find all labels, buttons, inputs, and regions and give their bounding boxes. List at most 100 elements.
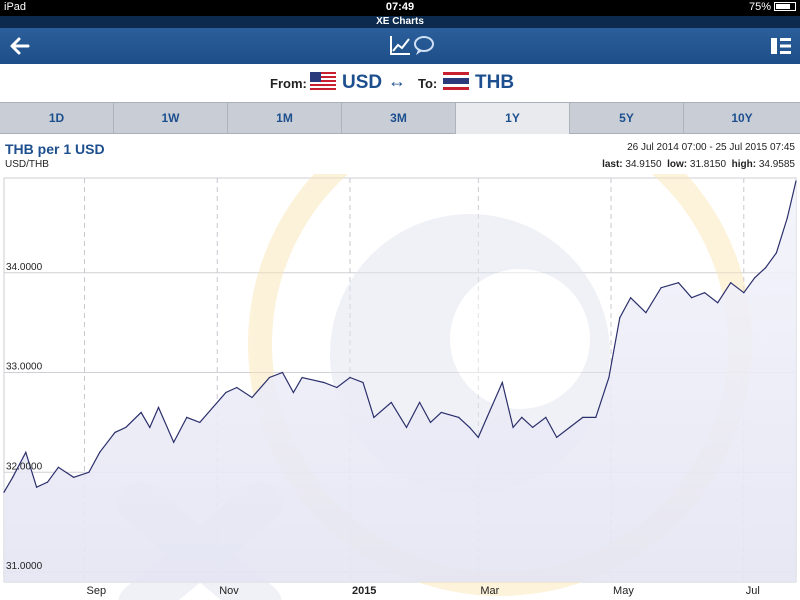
tab-1m[interactable]: 1M bbox=[228, 103, 342, 134]
tab-5y[interactable]: 5Y bbox=[570, 103, 684, 134]
data-point bbox=[486, 416, 488, 419]
from-currency[interactable]: USD bbox=[342, 72, 383, 93]
data-point bbox=[36, 486, 38, 488]
y-tick-label: 32.0000 bbox=[6, 461, 43, 472]
chart-header: THB per 1 USD USD/THB 26 Jul 2014 07:00 … bbox=[0, 134, 800, 174]
data-point bbox=[212, 406, 214, 409]
data-point bbox=[349, 376, 351, 379]
y-tick-label: 34.0000 bbox=[6, 262, 43, 273]
rate-chart[interactable]: 34.0000 33.0000 32.0000 31.0000 Sep Nov 2015 Ma… bbox=[0, 174, 800, 600]
data-point bbox=[469, 426, 471, 428]
tab-3m[interactable]: 3M bbox=[342, 103, 456, 134]
data-point bbox=[362, 381, 364, 384]
data-point bbox=[458, 416, 460, 419]
high-value: 34.9585 bbox=[758, 159, 795, 170]
swap-icon[interactable]: ↔ bbox=[388, 71, 406, 91]
data-point bbox=[477, 436, 479, 438]
data-point bbox=[582, 416, 584, 419]
low-label: low: bbox=[667, 159, 688, 170]
rate-stats: last: 34.9150 low: 31.8150 high: 34.9585 bbox=[602, 159, 795, 170]
battery-indicator: 75% bbox=[749, 1, 796, 13]
data-point bbox=[775, 252, 778, 254]
data-point bbox=[630, 297, 632, 299]
back-arrow-icon[interactable] bbox=[8, 34, 32, 58]
data-point bbox=[595, 416, 597, 419]
data-point bbox=[268, 376, 271, 379]
axis-ticks: 34.0000 33.0000 32.0000 31.0000 Sep Nov 2015 Ma… bbox=[6, 262, 760, 597]
data-point bbox=[336, 386, 338, 389]
chart-comment-icon[interactable] bbox=[388, 34, 438, 58]
tab-10y[interactable]: 10Y bbox=[731, 111, 753, 125]
navbar bbox=[0, 28, 800, 64]
battery-icon bbox=[774, 2, 796, 11]
data-point bbox=[186, 416, 188, 419]
battery-percent: 75% bbox=[748, 1, 771, 13]
data-point bbox=[501, 381, 503, 384]
data-point bbox=[125, 426, 127, 428]
data-point bbox=[521, 416, 523, 419]
data-point bbox=[140, 411, 142, 414]
y-tick-label: 31.0000 bbox=[6, 561, 43, 572]
data-point bbox=[764, 267, 767, 269]
data-point bbox=[73, 476, 75, 478]
data-point bbox=[301, 376, 303, 379]
data-point bbox=[608, 376, 610, 379]
data-point bbox=[149, 426, 151, 428]
data-point bbox=[114, 431, 116, 433]
low-value: 31.8150 bbox=[689, 159, 727, 170]
x-tick-label: May bbox=[613, 585, 634, 597]
data-point bbox=[754, 277, 756, 279]
data-point bbox=[173, 441, 175, 443]
x-tick-label: 2015 bbox=[352, 585, 376, 597]
data-point bbox=[619, 317, 621, 319]
data-point bbox=[677, 282, 680, 284]
data-points bbox=[3, 180, 797, 493]
data-point bbox=[405, 426, 408, 428]
date-range: 26 Jul 2014 07:00 - 25 Jul 2015 07:45 bbox=[627, 142, 795, 153]
data-point bbox=[225, 391, 227, 394]
tab-1w[interactable]: 1W bbox=[114, 103, 228, 134]
last-value: 34.9150 bbox=[625, 159, 662, 170]
data-point bbox=[323, 381, 325, 384]
device-name: iPad bbox=[4, 1, 27, 13]
data-point bbox=[199, 421, 201, 423]
data-point bbox=[12, 476, 14, 478]
high-label: high: bbox=[731, 159, 757, 170]
data-point bbox=[569, 426, 571, 428]
data-point bbox=[236, 386, 238, 389]
data-point bbox=[88, 471, 90, 473]
data-point bbox=[3, 491, 5, 493]
us-flag-icon[interactable] bbox=[310, 72, 336, 90]
from-label: From: bbox=[270, 76, 307, 91]
data-point bbox=[25, 451, 27, 453]
thai-flag-icon[interactable] bbox=[443, 72, 469, 90]
data-point bbox=[512, 426, 514, 428]
chart-title: THB per 1 USD bbox=[5, 141, 105, 157]
x-tick-label: Nov bbox=[219, 585, 239, 597]
list-menu-icon[interactable] bbox=[770, 36, 792, 56]
app-title: XE Charts bbox=[0, 16, 800, 28]
tab-1y[interactable]: 1Y bbox=[456, 103, 570, 134]
x-tick-label: Mar bbox=[480, 585, 499, 597]
data-point bbox=[373, 416, 375, 419]
data-point bbox=[532, 426, 534, 428]
data-point bbox=[690, 297, 693, 299]
data-point bbox=[545, 416, 547, 419]
to-currency[interactable]: THB bbox=[475, 72, 515, 93]
data-point bbox=[57, 466, 59, 468]
data-point bbox=[292, 391, 294, 394]
series-area bbox=[4, 181, 796, 582]
tab-1d[interactable]: 1D bbox=[0, 103, 114, 134]
clock: 07:49 bbox=[385, 1, 415, 13]
last-label: last: bbox=[602, 159, 623, 170]
data-point bbox=[730, 282, 732, 284]
period-tabs: 1D 1W 1M 3M 1Y 5Y 10Y bbox=[0, 102, 800, 134]
to-label: To: bbox=[418, 76, 438, 91]
data-point bbox=[786, 217, 788, 219]
data-point bbox=[429, 421, 432, 423]
series-line bbox=[3, 180, 797, 493]
currency-selector: From: USD ↔ To: THB bbox=[0, 64, 800, 102]
data-point bbox=[99, 451, 101, 453]
currency-pair: USD/THB bbox=[5, 159, 49, 170]
x-tick-label: Sep bbox=[87, 585, 107, 597]
